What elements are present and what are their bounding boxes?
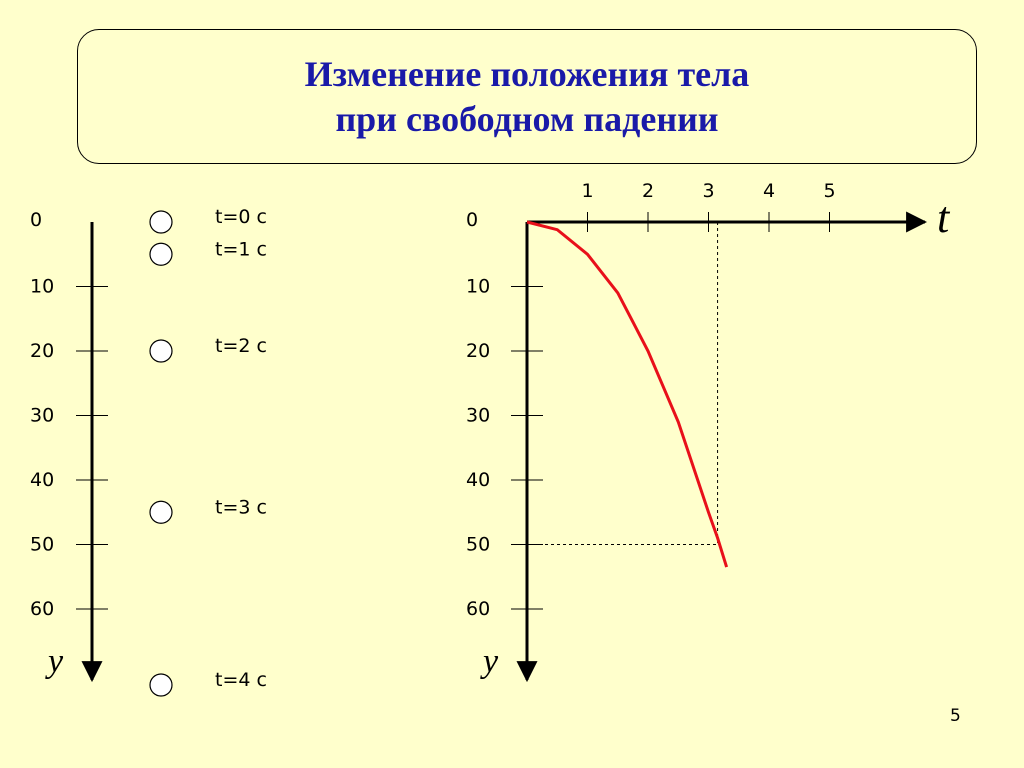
y-tick-label: 20 [466,340,490,362]
trajectory-curve [526,220,729,568]
title-box: Изменение положения тела при свободном п… [77,29,977,164]
left-y-tick-label: 50 [30,534,54,556]
ball-marker [149,339,173,363]
ball-marker [149,210,173,234]
t-axis-ticks: 1 2 3 4 5 [581,180,836,232]
y-tick-label: 50 [466,534,490,556]
t-tick-label: 2 [642,180,654,202]
ball-marker [149,242,173,266]
left-y-tick-label: 20 [30,340,54,362]
ball-marker [149,500,173,524]
y-tick-label: 40 [466,469,490,491]
left-y-ticks: 10 20 30 40 50 60 [30,276,108,620]
left-y-tick-label: 40 [30,469,54,491]
right-y-ticks: 10 20 30 40 50 60 [466,276,543,620]
y-tick-label: 10 [466,276,490,298]
t-tick-label: 5 [823,180,835,202]
title-line-1: Изменение положения тела [304,53,750,94]
left-y-tick-label: 30 [30,405,54,427]
left-y-tick-label: 10 [30,276,54,298]
reference-lines [527,222,719,545]
ball-time-label: t=2 с [215,335,267,357]
left-y-axis-origin-label: 0 [30,209,42,231]
chart-origin-label: 0 [466,209,478,231]
left-ball-positions: t=0 с t=1 с t=2 с t=3 с t=4 с [149,206,267,697]
t-axis-name: t [937,193,951,242]
left-y-tick-label: 60 [30,598,54,620]
t-tick-label: 3 [702,180,714,202]
ball-time-label: t=4 с [215,669,267,691]
ball-time-label: t=3 с [215,496,267,518]
page-number: 5 [950,706,961,726]
title-line-2: при свободном падении [335,98,719,139]
left-y-axis-name: y [45,643,64,680]
ball-time-label: t=1 с [215,238,267,260]
ball-marker [149,673,173,697]
t-tick-label: 4 [763,180,775,202]
left-y-axis-group: 0 y 10 20 30 40 50 60 t=0 с t=1 с t=2 с t=3 с t=4… [30,206,267,697]
right-chart: 0 t y 1 2 3 4 5 10 20 30 40 50 60 [466,180,951,683]
t-tick-label: 1 [581,180,593,202]
y-tick-label: 60 [466,598,490,620]
right-y-axis-name: y [480,643,499,680]
ball-time-label: t=0 с [215,206,267,228]
y-tick-label: 30 [466,405,490,427]
